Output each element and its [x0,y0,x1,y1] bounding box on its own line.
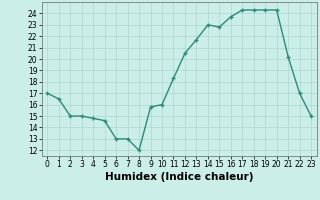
X-axis label: Humidex (Indice chaleur): Humidex (Indice chaleur) [105,172,253,182]
